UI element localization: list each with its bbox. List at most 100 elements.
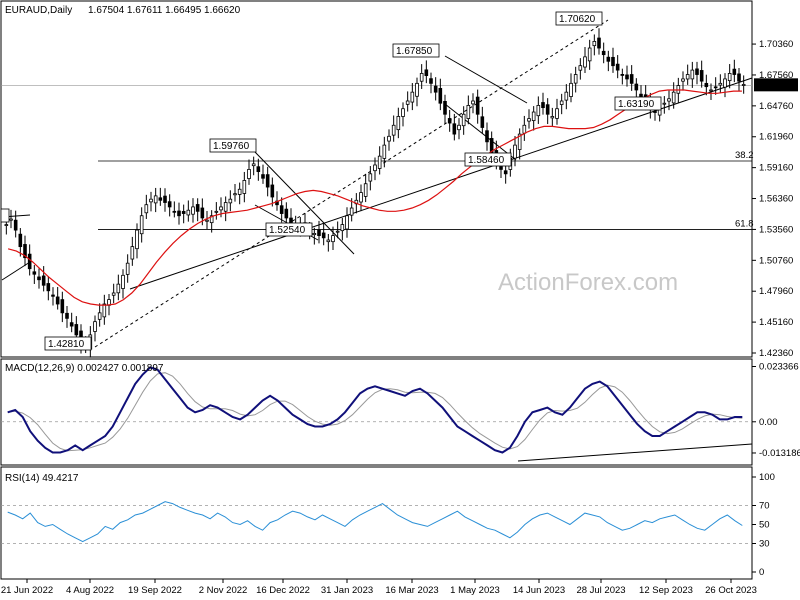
candle-body xyxy=(737,73,741,82)
price-label-box xyxy=(209,138,257,153)
price-tick-label: 1.42360 xyxy=(759,348,793,359)
x-tick-label: 16 Mar 2023 xyxy=(385,585,438,596)
candle-body xyxy=(597,37,601,49)
candle-body xyxy=(704,82,709,88)
candle-body xyxy=(424,69,429,77)
rsi-tick-label: 70 xyxy=(759,501,770,512)
price-tick-label: 1.56360 xyxy=(759,194,793,205)
candle-body xyxy=(158,197,163,201)
candle-body xyxy=(415,82,419,97)
candle-body xyxy=(321,232,326,239)
candle-body xyxy=(634,83,639,91)
candle-body xyxy=(671,91,676,104)
candle-body xyxy=(55,296,60,305)
candle-body xyxy=(620,74,625,76)
candle-body xyxy=(125,262,130,275)
candle-body xyxy=(601,50,606,56)
candle-body xyxy=(317,229,321,237)
axes-layer: 1.70360 1.67560 1.64760 1.61960 1.59160 1.563… xyxy=(1,39,800,596)
candle-body xyxy=(130,246,135,260)
channel-upper-line-2 xyxy=(444,55,528,104)
candle-body xyxy=(727,73,732,82)
price-tick-label: 1.45160 xyxy=(759,317,793,328)
candle-body xyxy=(237,188,242,195)
candle-body xyxy=(653,111,657,113)
x-tick-label: 19 Sep 2022 xyxy=(128,585,182,596)
candle-body xyxy=(144,204,149,214)
candle-body xyxy=(312,232,317,236)
candle-body xyxy=(223,202,228,212)
candle-body xyxy=(578,65,583,71)
candle-body xyxy=(629,74,634,84)
candle-body xyxy=(363,183,368,197)
candle-body xyxy=(527,118,531,122)
candle-body xyxy=(359,192,363,203)
candle-body xyxy=(466,105,471,119)
macd-line xyxy=(7,366,743,454)
candle-body xyxy=(723,78,727,88)
price-panel-frame xyxy=(0,0,753,358)
rsi-tick-label: 50 xyxy=(759,520,770,531)
candle-body xyxy=(261,174,265,179)
price-label-text: 1.70620 xyxy=(559,14,596,25)
candle-body xyxy=(219,206,223,211)
candle-body xyxy=(23,244,27,259)
candle-body xyxy=(438,88,443,104)
candle-body xyxy=(135,229,139,250)
candle-body xyxy=(587,47,592,62)
rsi-layer xyxy=(1,501,752,544)
candle-body xyxy=(181,211,186,214)
candle-body xyxy=(592,41,597,47)
rsi-tick-label: 100 xyxy=(759,472,775,483)
candle-body xyxy=(186,209,191,216)
current-price-tag xyxy=(754,78,798,92)
support-trendline xyxy=(129,77,753,290)
candle-body xyxy=(457,124,461,131)
price-tick-label: 1.70360 xyxy=(759,39,793,50)
price-tick-label: 1.47960 xyxy=(759,286,793,297)
price-label-box xyxy=(44,336,92,351)
price-label-box xyxy=(464,152,512,167)
candle-body xyxy=(662,102,667,105)
candle-body xyxy=(461,113,466,127)
candle-body xyxy=(97,312,102,320)
macd-title: MACD(12,26,9) 0.002427 0.001897 xyxy=(5,363,164,374)
candle-body xyxy=(541,102,545,109)
candle-body xyxy=(676,85,681,94)
candle-body xyxy=(172,210,177,213)
candle-body xyxy=(606,56,611,62)
macd-divergence-line xyxy=(517,443,753,462)
rsi-panel-frame xyxy=(0,466,753,580)
candle-body xyxy=(401,108,405,117)
price-label-text: 1.67850 xyxy=(396,46,433,57)
candle-body xyxy=(18,233,23,248)
candle-body xyxy=(695,68,699,75)
candle-body xyxy=(396,116,401,131)
candle-body xyxy=(410,91,415,103)
candle-body xyxy=(536,105,541,117)
candle-body xyxy=(373,164,377,172)
candle-body xyxy=(368,173,373,182)
candle-body xyxy=(405,100,410,105)
candle-body xyxy=(564,91,569,101)
candle-body xyxy=(611,56,615,67)
x-tick-label: 12 Sep 2023 xyxy=(639,585,693,596)
price-tick-label: 1.50760 xyxy=(759,255,793,266)
price-label-box xyxy=(614,96,662,111)
candle-body xyxy=(429,78,433,84)
candle-body xyxy=(709,89,713,92)
candle-body xyxy=(573,74,578,84)
x-tick-label: 31 Jan 2023 xyxy=(321,585,373,596)
candle-body xyxy=(699,70,704,82)
candle-body xyxy=(326,239,331,243)
candle-body xyxy=(485,130,489,143)
candle-body xyxy=(471,100,475,105)
candle-body xyxy=(480,116,485,128)
candle-body xyxy=(13,219,18,231)
macd-tick-label: 0.023366 xyxy=(759,361,799,372)
candle-body xyxy=(732,68,737,75)
price-tick-label: 1.53560 xyxy=(759,224,793,235)
candle-body xyxy=(167,201,172,208)
candle-body xyxy=(74,324,79,336)
candle-body xyxy=(377,155,382,169)
